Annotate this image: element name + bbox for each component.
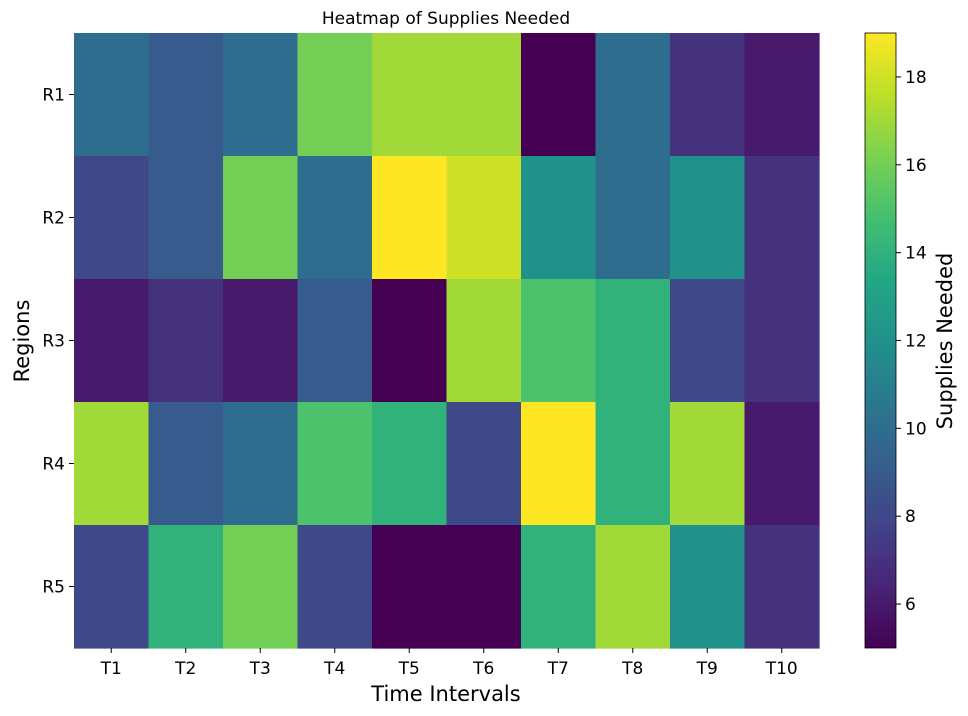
heatmap-cell-R2-T7 xyxy=(521,156,597,280)
heatmap-cell-R4-T3 xyxy=(223,402,299,526)
colorbar-tick-label: 10 xyxy=(905,419,927,439)
y-tick-label: R3 xyxy=(42,332,65,352)
heatmap-cells xyxy=(74,33,820,649)
x-tick-label: T6 xyxy=(472,659,494,679)
y-tick-label: R4 xyxy=(42,455,65,475)
heatmap-cell-R3-T3 xyxy=(223,279,299,403)
chart-title: Heatmap of Supplies Needed xyxy=(322,9,570,29)
y-tick-label: R5 xyxy=(42,578,65,598)
y-axis-label: Regions xyxy=(10,300,34,383)
colorbar-tick-label: 6 xyxy=(905,595,916,615)
y-tick-label: R1 xyxy=(42,86,65,106)
heatmap-cell-R4-T7 xyxy=(521,402,597,526)
heatmap-cell-R1-T8 xyxy=(595,33,671,157)
heatmap-cell-R5-T8 xyxy=(595,525,671,649)
heatmap-cell-R2-T1 xyxy=(74,156,150,280)
heatmap-cell-R4-T2 xyxy=(148,402,224,526)
heatmap-cell-R2-T6 xyxy=(446,156,522,280)
heatmap-cell-R4-T8 xyxy=(595,402,671,526)
x-tick-label: T4 xyxy=(323,659,345,679)
x-tick-label: T1 xyxy=(100,659,122,679)
heatmap-cell-R5-T3 xyxy=(223,525,299,649)
heatmap-cell-R2-T2 xyxy=(148,156,224,280)
heatmap-cell-R1-T4 xyxy=(297,33,373,157)
x-tick-label: T5 xyxy=(398,659,420,679)
heatmap-cell-R1-T5 xyxy=(372,33,448,157)
heatmap-cell-R5-T10 xyxy=(744,525,820,649)
heatmap-cell-R4-T6 xyxy=(446,402,522,526)
heatmap-cell-R2-T4 xyxy=(297,156,373,280)
x-axis-ticks: T1 T2 T3 T4 T5 T6 T7 T8 T9 T10 xyxy=(100,648,798,679)
y-tick-label: R2 xyxy=(42,209,65,229)
heatmap-cell-R4-T1 xyxy=(74,402,150,526)
colorbar-tick-label: 18 xyxy=(905,68,927,88)
heatmap-cell-R3-T2 xyxy=(148,279,224,403)
heatmap-cell-R3-T6 xyxy=(446,279,522,403)
heatmap-cell-R5-T5 xyxy=(372,525,448,649)
heatmap-cell-R1-T6 xyxy=(446,33,522,157)
x-tick-label: T3 xyxy=(249,659,271,679)
heatmap-cell-R1-T7 xyxy=(521,33,597,157)
heatmap-cell-R2-T3 xyxy=(223,156,299,280)
colorbar-tick-label: 8 xyxy=(905,507,916,527)
heatmap-cell-R2-T10 xyxy=(744,156,820,280)
x-tick-label: T9 xyxy=(696,659,718,679)
x-tick-label: T7 xyxy=(547,659,569,679)
y-axis-ticks: R1 R2 R3 R4 R5 xyxy=(42,86,74,598)
heatmap-cell-R5-T2 xyxy=(148,525,224,649)
heatmap-cell-R4-T10 xyxy=(744,402,820,526)
heatmap-cell-R2-T9 xyxy=(670,156,746,280)
heatmap-cell-R5-T9 xyxy=(670,525,746,649)
heatmap-cell-R3-T10 xyxy=(744,279,820,403)
heatmap-cell-R3-T8 xyxy=(595,279,671,403)
x-tick-label: T2 xyxy=(174,659,196,679)
heatmap-cell-R1-T3 xyxy=(223,33,299,157)
heatmap-cell-R3-T9 xyxy=(670,279,746,403)
heatmap-cell-R3-T1 xyxy=(74,279,150,403)
heatmap-cell-R1-T1 xyxy=(74,33,150,157)
heatmap-cell-R4-T9 xyxy=(670,402,746,526)
colorbar-tick-label: 16 xyxy=(905,156,927,176)
heatmap-cell-R5-T1 xyxy=(74,525,150,649)
heatmap-cell-R4-T5 xyxy=(372,402,448,526)
colorbar-tick-label: 14 xyxy=(905,244,927,264)
colorbar-gradient xyxy=(864,32,897,649)
heatmap-cell-R1-T10 xyxy=(744,33,820,157)
colorbar: 6 8 10 12 14 16 18 xyxy=(864,32,927,649)
heatmap-cell-R1-T2 xyxy=(148,33,224,157)
colorbar-tick-label: 12 xyxy=(905,332,927,352)
heatmap-cell-R2-T8 xyxy=(595,156,671,280)
x-axis-label: Time Intervals xyxy=(370,682,520,706)
heatmap-cell-R4-T4 xyxy=(297,402,373,526)
heatmap-cell-R5-T6 xyxy=(446,525,522,649)
heatmap-cell-R5-T4 xyxy=(297,525,373,649)
heatmap-cell-R2-T5 xyxy=(372,156,448,280)
heatmap-cell-R3-T7 xyxy=(521,279,597,403)
heatmap-cell-R5-T7 xyxy=(521,525,597,649)
heatmap-cell-R3-T5 xyxy=(372,279,448,403)
colorbar-label: Supplies Needed xyxy=(933,253,957,430)
heatmap-cell-R1-T9 xyxy=(670,33,746,157)
heatmap-cell-R3-T4 xyxy=(297,279,373,403)
x-tick-label: T10 xyxy=(765,659,798,679)
x-tick-label: T8 xyxy=(621,659,643,679)
